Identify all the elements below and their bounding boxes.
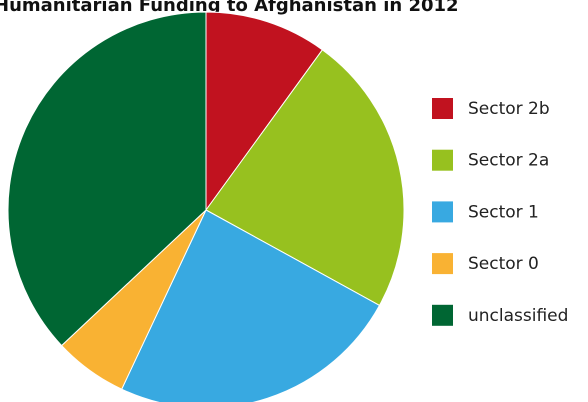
- legend-label: Sector 2b: [468, 99, 550, 119]
- legend-swatch: [432, 253, 453, 275]
- pie-slice: [205, 49, 405, 307]
- legend-label: unclassified: [468, 306, 568, 326]
- legend-swatch: [432, 149, 453, 171]
- pie-slice: [205, 11, 324, 212]
- legend-swatch: [432, 98, 453, 119]
- pie-slice: [121, 209, 381, 402]
- chart-title: Humanitarian Funding to Afghanistan in 2…: [0, 0, 459, 16]
- legend-label: Sector 2a: [468, 151, 549, 171]
- legend-label: Sector 0: [468, 254, 539, 274]
- legend-label: Sector 1: [468, 202, 539, 222]
- legend-swatch: [432, 201, 453, 223]
- pie-slice: [7, 11, 207, 347]
- legend-swatch: [432, 304, 453, 326]
